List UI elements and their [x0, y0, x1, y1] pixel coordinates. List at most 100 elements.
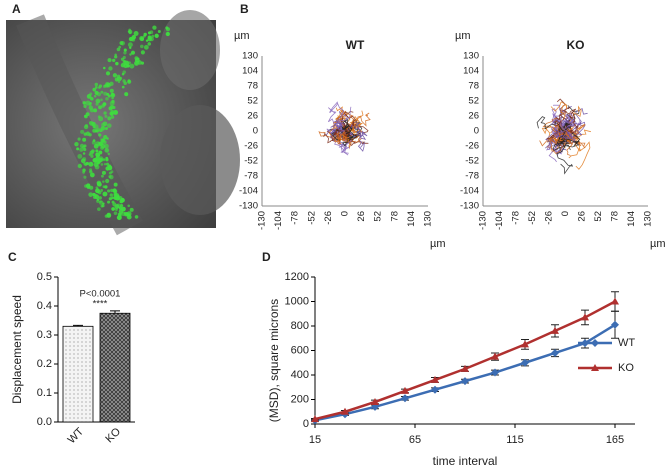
cell-dot: [104, 126, 108, 131]
cell-dot: [108, 66, 113, 71]
cell-dot: [145, 39, 149, 42]
cell-dot: [84, 114, 87, 118]
cell-dot: [111, 99, 115, 104]
x-tick-label: 130: [423, 211, 434, 227]
cell-dot: [114, 77, 119, 82]
cell-dot: [134, 57, 140, 63]
y-tick-label: 78: [247, 81, 258, 92]
marker: [491, 368, 499, 377]
x-tick-label: -104: [273, 211, 284, 230]
cell-dot: [88, 153, 92, 156]
marker: [311, 415, 319, 423]
cell-dot: [93, 126, 96, 129]
panel-label: C: [8, 250, 17, 264]
cell-dot: [165, 27, 170, 32]
y-tick-label: 0.2: [37, 358, 52, 370]
marker: [371, 397, 379, 405]
x-tick-label: 52: [593, 211, 604, 222]
cell-dot: [89, 101, 92, 105]
cell-dot: [94, 86, 98, 89]
cell-dot: [109, 193, 113, 197]
y-tick-label: -52: [244, 156, 258, 167]
cell-dot: [88, 105, 93, 110]
y-tick-label: 0.1: [37, 387, 52, 399]
cell-dot: [127, 42, 133, 48]
cell-dot: [92, 157, 98, 163]
x-tick-label: 78: [389, 211, 400, 222]
cell-dot: [103, 162, 107, 166]
error-bar: [110, 310, 120, 314]
cell-dot: [101, 170, 106, 175]
x-tick-label: -78: [511, 211, 522, 225]
x-tick-label: 115: [506, 434, 524, 446]
cell-dot: [90, 154, 94, 158]
y-tick-label: 200: [291, 393, 309, 405]
cell-dot: [122, 70, 126, 74]
y-tick-label: 78: [468, 81, 479, 92]
x-tick-label: -104: [494, 211, 505, 230]
y-tick-label: -52: [465, 156, 479, 167]
cell-dot: [106, 213, 112, 218]
cell-dot: [105, 158, 109, 162]
cell-dot: [88, 192, 93, 197]
cell-dot: [101, 138, 105, 142]
y-unit: µm: [234, 30, 250, 42]
cell-dot: [110, 188, 114, 193]
cell-dot: [102, 180, 105, 183]
cell-dot: [100, 126, 106, 131]
annotation: ****: [93, 299, 108, 310]
cell-dot: [103, 91, 108, 96]
marker: [551, 348, 559, 357]
cell-dot: [140, 50, 145, 55]
y-unit: µm: [455, 30, 471, 42]
track: [344, 122, 364, 133]
cell-dot: [107, 152, 110, 156]
cell-dot: [116, 215, 122, 221]
cell-dot: [143, 32, 147, 37]
track: [337, 116, 348, 132]
cell-dot: [129, 46, 132, 49]
cell-dot: [101, 174, 104, 178]
cell-dot: [76, 147, 80, 151]
marker: [611, 297, 619, 305]
track: [328, 127, 346, 143]
x-unit: µm: [430, 238, 446, 250]
cell-dot: [83, 162, 87, 166]
cell-dot: [92, 139, 96, 142]
cell-dot: [107, 94, 111, 98]
cell-dot: [102, 191, 108, 197]
y-tick-label: 0.0: [37, 416, 52, 428]
marker: [581, 313, 589, 321]
legend-label: KO: [618, 362, 634, 374]
y-tick-label: -104: [460, 186, 479, 197]
track: [559, 113, 575, 132]
legend-marker: [591, 339, 599, 347]
cell-dot: [115, 195, 121, 201]
marker: [551, 326, 559, 334]
cell-dot: [100, 98, 103, 102]
cell-dot: [83, 104, 87, 109]
cell-dot: [110, 109, 115, 115]
cell-dot: [88, 133, 92, 137]
cell-dot: [83, 144, 87, 148]
cell-dot: [104, 143, 109, 149]
panel-label: D: [262, 250, 271, 264]
marker: [431, 385, 439, 394]
marker: [461, 364, 469, 372]
cell-dot: [99, 200, 102, 203]
cell-dot: [102, 158, 106, 161]
cell-dot: [107, 116, 112, 121]
marker: [401, 394, 409, 403]
y-tick-label: 26: [468, 111, 479, 122]
cell-dot: [103, 135, 108, 140]
y-tick-label: 52: [247, 96, 258, 107]
cell-dot: [104, 114, 108, 118]
cell-dot: [105, 96, 109, 101]
x-tick-label: -78: [290, 211, 301, 225]
cell-dot: [127, 204, 131, 208]
cell-dot: [89, 92, 93, 96]
x-tick-label: KO: [103, 425, 123, 445]
legend-marker: [591, 364, 599, 371]
cell-dot: [104, 147, 110, 153]
cell-dot: [121, 85, 125, 89]
